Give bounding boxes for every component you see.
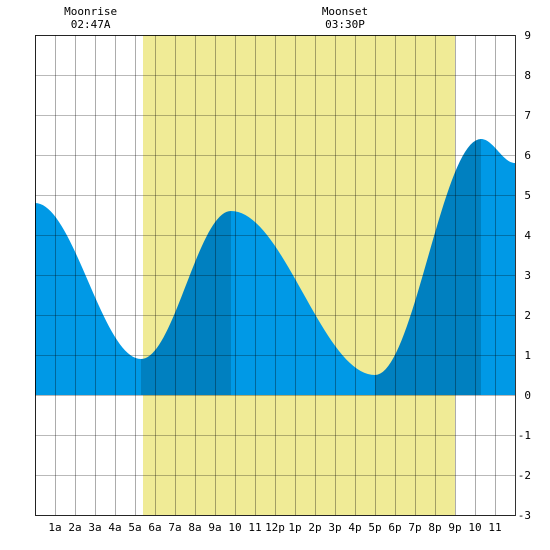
moonset-label: Moonset — [322, 5, 368, 18]
x-tick-label: 2a — [68, 521, 81, 534]
y-tick-label: 0 — [524, 389, 531, 402]
x-tick-label: 5a — [128, 521, 141, 534]
y-tick-label: -3 — [518, 509, 531, 522]
rising-tide-area — [375, 139, 481, 395]
x-tick-label: 2p — [308, 521, 321, 534]
x-tick-label: 7p — [408, 521, 421, 534]
y-tick-label: 7 — [524, 109, 531, 122]
x-tick-label: 11 — [248, 521, 261, 534]
moonrise-time: 02:47A — [71, 18, 111, 31]
x-tick-label: 10 — [468, 521, 481, 534]
y-tick-label: -1 — [518, 429, 531, 442]
x-tick-label: 3a — [88, 521, 101, 534]
x-tick-label: 4a — [108, 521, 121, 534]
y-tick-label: 8 — [524, 69, 531, 82]
daylight-band — [143, 35, 455, 515]
y-tick-label: 9 — [524, 29, 531, 42]
rising-tide-area — [141, 211, 231, 395]
falling-tide-area — [231, 211, 375, 395]
falling-tide-area — [481, 139, 515, 395]
x-tick-label: 8a — [188, 521, 201, 534]
x-tick-label: 3p — [328, 521, 341, 534]
y-tick-label: 3 — [524, 269, 531, 282]
x-tick-label: 1a — [48, 521, 61, 534]
x-tick-label: 1p — [288, 521, 301, 534]
y-tick-label: 1 — [524, 349, 531, 362]
moonset-time: 03:30P — [325, 18, 365, 31]
x-tick-label: 12p — [265, 521, 285, 534]
y-tick-label: 2 — [524, 309, 531, 322]
x-tick-label: 6a — [148, 521, 161, 534]
x-tick-label: 4p — [348, 521, 361, 534]
falling-tide-area — [35, 203, 141, 395]
x-tick-label: 5p — [368, 521, 381, 534]
y-tick-label: 5 — [524, 189, 531, 202]
y-tick-label: 4 — [524, 229, 531, 242]
x-tick-label: 9p — [448, 521, 461, 534]
x-tick-label: 7a — [168, 521, 181, 534]
x-tick-label: 11 — [488, 521, 501, 534]
moonrise-label: Moonrise — [64, 5, 117, 18]
x-tick-label: 6p — [388, 521, 401, 534]
y-tick-label: -2 — [518, 469, 531, 482]
x-tick-label: 8p — [428, 521, 441, 534]
plot-border — [35, 35, 516, 516]
x-tick-label: 9a — [208, 521, 221, 534]
x-tick-label: 10 — [228, 521, 241, 534]
y-tick-label: 6 — [524, 149, 531, 162]
